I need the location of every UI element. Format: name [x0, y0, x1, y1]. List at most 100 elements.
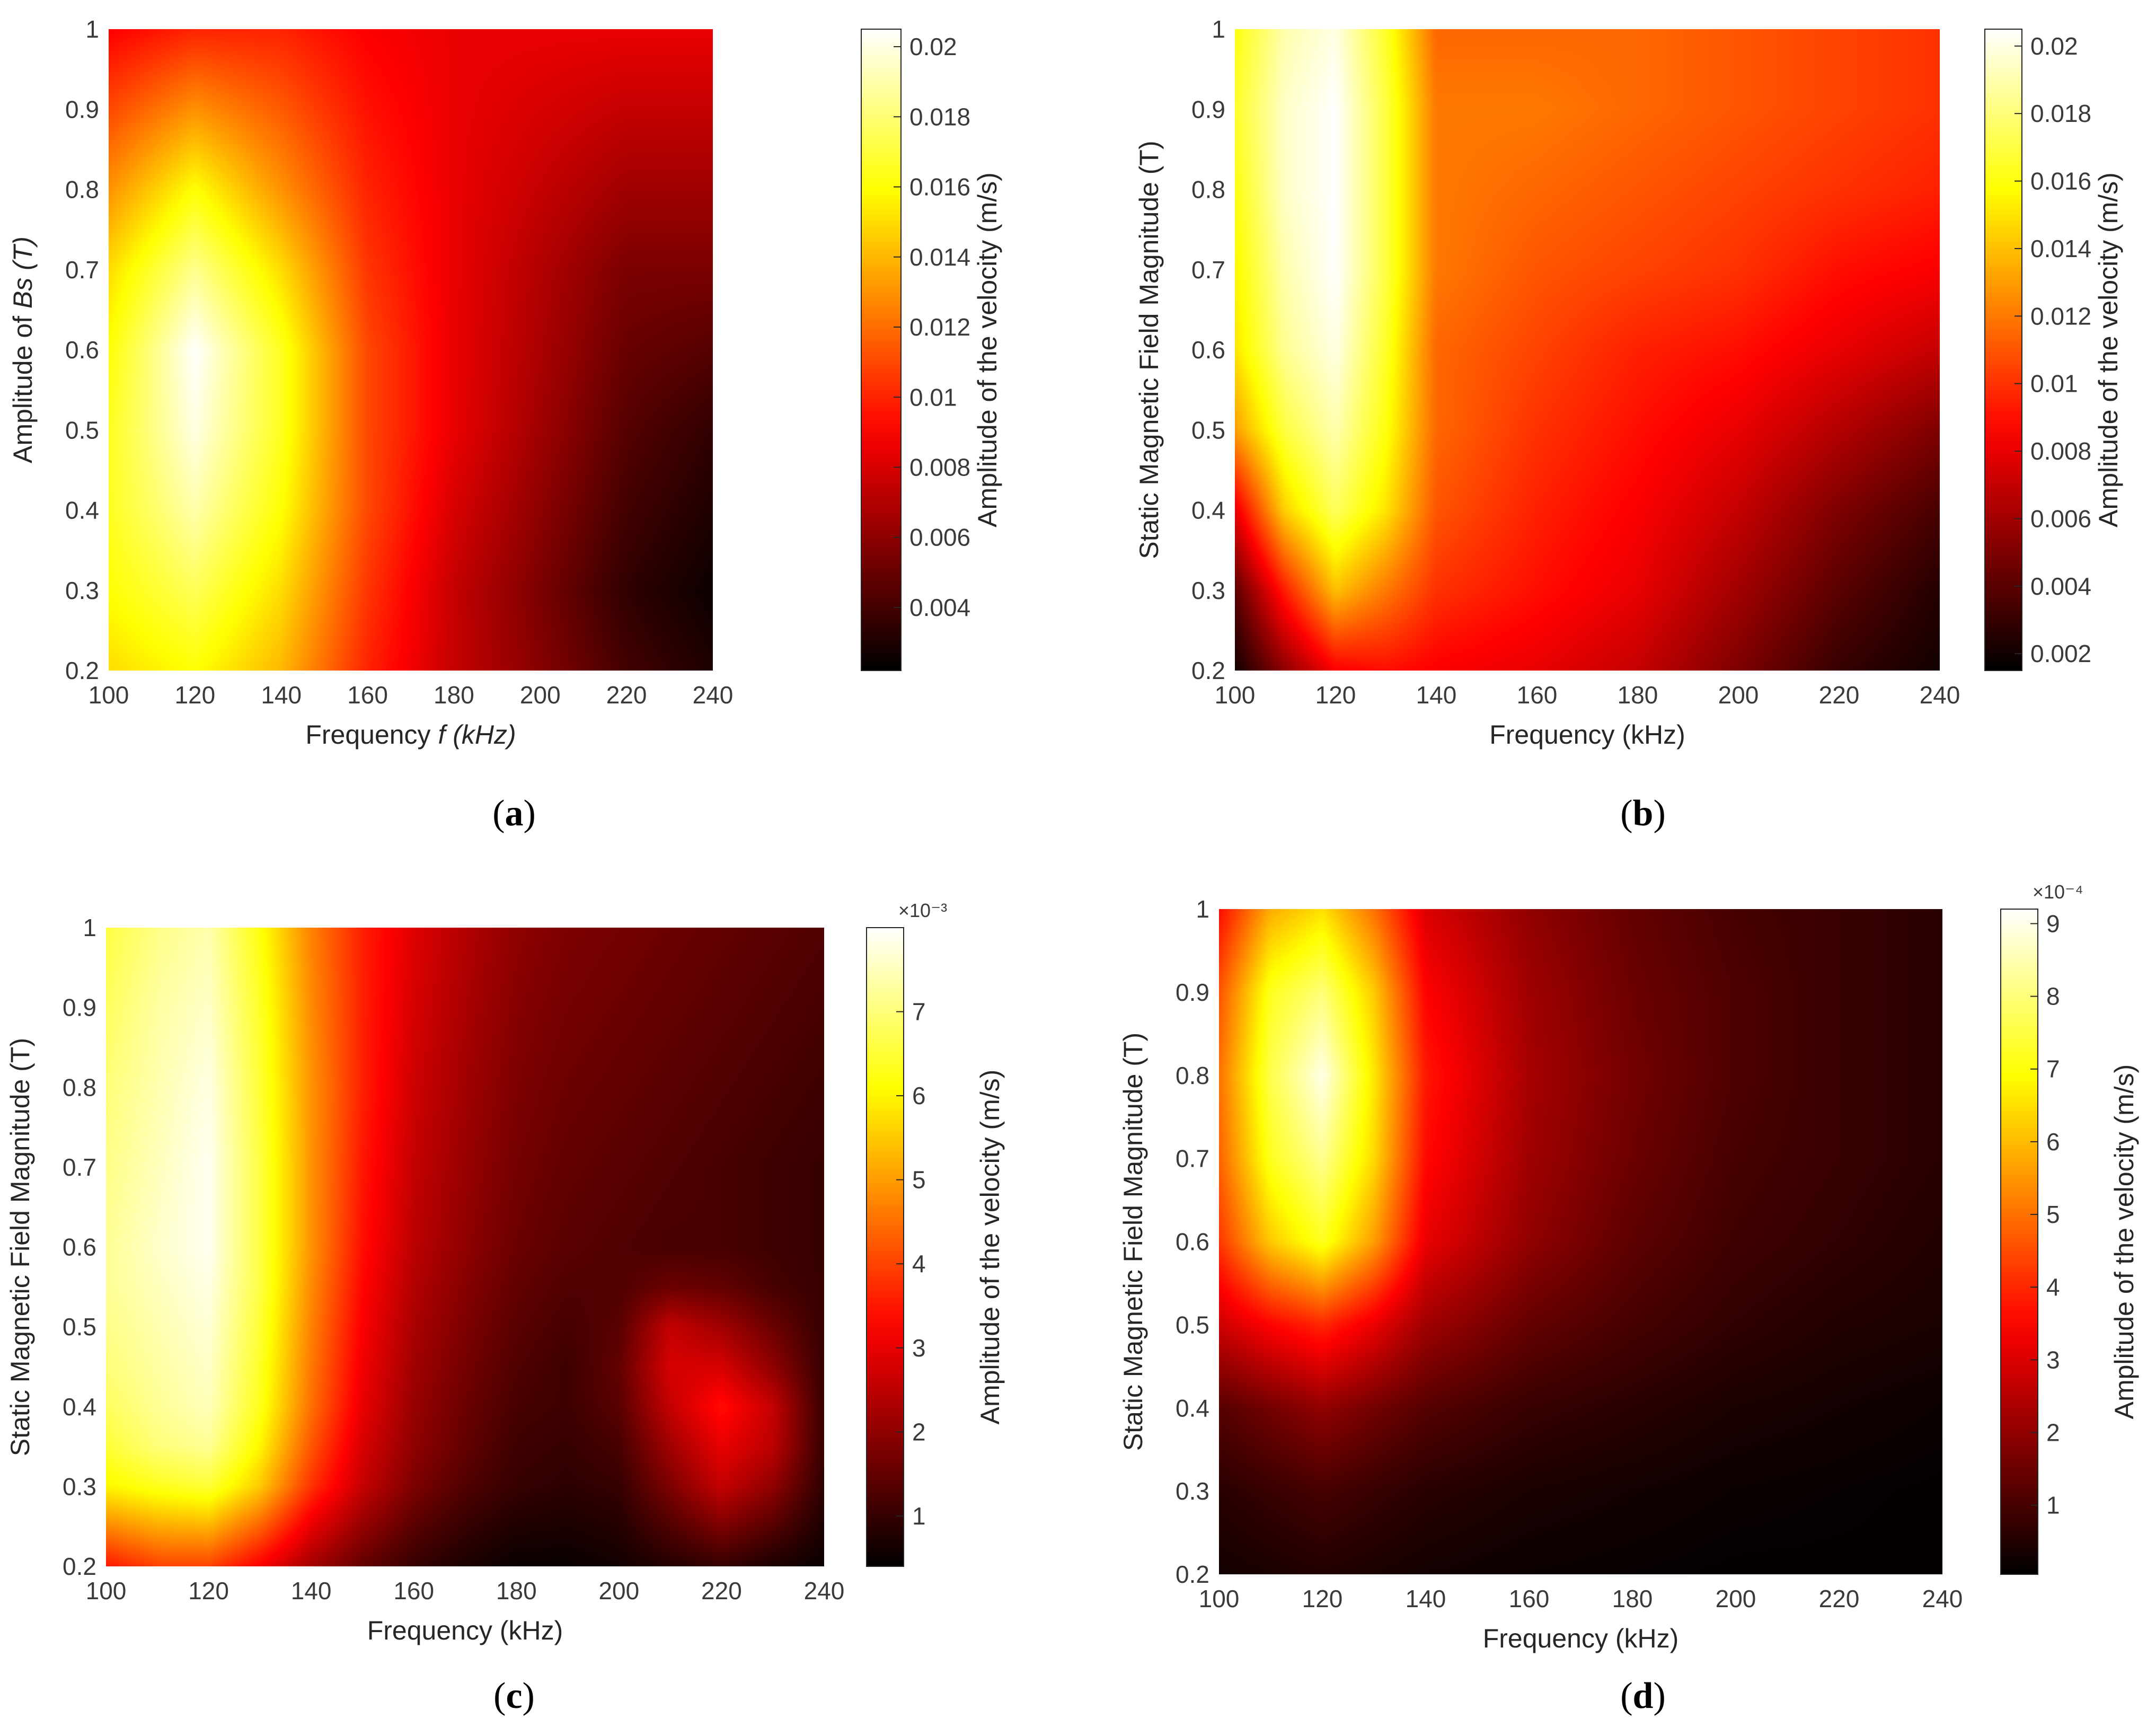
colorbar-tick-label: 0.008 [909, 454, 970, 481]
heatmap-chart-b: 100 120 140 160 180 200 220 240 0.2 0.3 0.4 0.5 0.6 0… [1134, 15, 2123, 750]
colorbar [861, 29, 902, 671]
y-tick-label: 0.2 [1176, 1561, 1209, 1588]
x-tick-label: 140 [1416, 681, 1457, 709]
colorbar-tick-label: 0.002 [2030, 640, 2091, 667]
colorbar-tick-label: 2 [2046, 1419, 2060, 1447]
caption-b: (b) [1620, 793, 1666, 834]
colorbar-tick-label: 0.016 [2030, 168, 2091, 195]
colorbar-tick-label: 1 [912, 1502, 926, 1530]
y-axis-label: Static Magnetic Field Magnitude (T) [1134, 140, 1164, 559]
y-tick-label: 0.2 [65, 657, 99, 684]
heatmap-surface [109, 29, 713, 671]
y-tick-label: 0.5 [65, 416, 99, 444]
y-tick-label: 0.8 [65, 176, 99, 204]
y-tick-label: 0.7 [63, 1153, 96, 1181]
colorbar-tick-label: 0.014 [2030, 235, 2091, 262]
x-axis-label: Frequency (kHz) [367, 1616, 563, 1645]
colorbar-tick-label: 0.02 [909, 33, 957, 60]
x-tick-label: 160 [347, 681, 388, 709]
y-tick-label: 0.9 [1176, 979, 1209, 1006]
colorbar-label: Amplitude of the velocity (m/s) [2109, 1064, 2139, 1420]
x-tick-label: 200 [598, 1577, 639, 1605]
heatmap-chart-d: 100 120 140 160 180 200 220 240 0.2 0.3 0.4 0.5 0.6 0… [1118, 881, 2139, 1653]
colorbar-tick-label: 0.004 [909, 594, 970, 621]
x-tick-label: 220 [1819, 1585, 1860, 1612]
colorbar [866, 927, 904, 1567]
x-tick-label: 240 [1920, 681, 1960, 709]
y-tick-label: 0.5 [63, 1313, 96, 1341]
y-tick-label: 0.6 [1176, 1228, 1209, 1256]
colorbar-tick-label: 0.018 [909, 103, 970, 130]
y-tick-label: 0.2 [1191, 657, 1225, 684]
colorbar-label: Amplitude of the velocity (m/s) [973, 172, 1002, 527]
colorbar-tick-label: 9 [2046, 910, 2060, 937]
colorbar-tick-label: 6 [2046, 1128, 2060, 1156]
x-tick-label: 240 [1922, 1585, 1963, 1612]
x-tick-label: 180 [1618, 681, 1658, 709]
colorbar-exponent: ×10⁻⁴ [2033, 881, 2083, 903]
y-tick-label: 0.6 [65, 336, 99, 364]
x-tick-label: 160 [1509, 1585, 1550, 1612]
colorbar-tick-label: 0.014 [909, 243, 970, 271]
panel-d: 100 120 140 160 180 200 220 240 0.2 0.3 0.4 0.5 0.6 0… [1076, 869, 2146, 1733]
x-tick-label: 220 [1819, 681, 1860, 709]
caption-d: (d) [1620, 1676, 1666, 1716]
y-tick-label: 0.3 [1176, 1477, 1209, 1505]
y-tick-label: 0.3 [63, 1473, 96, 1500]
colorbar-label: Amplitude of the velocity (m/s) [2093, 172, 2123, 527]
y-tick-label: 1 [1196, 895, 1209, 923]
heatmap-chart-a: 100 120 140 160 180 200 220 240 0.2 0.3 0.4 0.5 0.6 0… [8, 15, 1002, 750]
colorbar-tick-label: 0.012 [909, 313, 970, 341]
x-tick-label: 200 [1718, 681, 1759, 709]
x-tick-label: 220 [606, 681, 647, 709]
x-tick-label: 100 [1215, 681, 1256, 709]
colorbar-tick-label: 0.016 [909, 173, 970, 201]
x-tick-label: 140 [261, 681, 302, 709]
colorbar-tick-label: 3 [2046, 1346, 2060, 1373]
y-tick-label: 0.6 [63, 1233, 96, 1261]
y-tick-label: 0.8 [63, 1073, 96, 1101]
colorbar-tick-label: 4 [912, 1250, 926, 1277]
x-tick-label: 200 [520, 681, 561, 709]
y-tick-label: 0.3 [1191, 577, 1225, 604]
colorbar-exponent: ×10⁻³ [898, 900, 947, 921]
x-tick-label: 160 [1517, 681, 1558, 709]
x-axis-label: Frequency (kHz) [1489, 720, 1685, 750]
colorbar-tick-label: 0.012 [2030, 302, 2091, 330]
x-tick-label: 160 [393, 1577, 434, 1605]
y-tick-label: 1 [1212, 15, 1225, 43]
heatmap-surface [1219, 909, 1942, 1574]
colorbar-tick-label: 8 [2046, 983, 2060, 1010]
y-tick-label: 0.9 [63, 994, 96, 1021]
colorbar-tick-label: 0.006 [909, 524, 970, 551]
colorbar-tick-label: 0.018 [2030, 100, 2091, 127]
x-tick-label: 200 [1716, 1585, 1756, 1612]
y-tick-label: 0.4 [63, 1393, 96, 1421]
y-tick-label: 0.4 [1176, 1394, 1209, 1422]
panel-c: 100 120 140 160 180 200 220 240 0.2 0.3 0.4 0.5 0.6 0… [0, 869, 1071, 1733]
y-tick-label: 0.4 [1191, 497, 1225, 524]
colorbar-tick-label: 7 [2046, 1055, 2060, 1083]
x-tick-label: 120 [174, 681, 215, 709]
x-tick-label: 240 [804, 1577, 845, 1605]
y-tick-label: 0.5 [1176, 1311, 1209, 1338]
x-tick-label: 180 [1612, 1585, 1653, 1612]
colorbar-tick-label: 5 [2046, 1201, 2060, 1228]
x-tick-label: 180 [496, 1577, 537, 1605]
y-tick-label: 0.7 [1191, 256, 1225, 284]
y-axis-label: Amplitude of Bs (T) [8, 236, 38, 463]
y-tick-label: 0.6 [1191, 336, 1225, 364]
y-tick-label: 0.8 [1191, 176, 1225, 204]
x-tick-label: 100 [89, 681, 129, 709]
x-tick-label: 140 [291, 1577, 332, 1605]
colorbar-tick-label: 3 [912, 1334, 926, 1362]
colorbar-tick-label: 0.004 [2030, 572, 2091, 600]
y-tick-label: 0.9 [1191, 95, 1225, 123]
colorbar-tick-label: 6 [912, 1082, 926, 1109]
y-axis-label: Static Magnetic Field Magnitude (T) [1118, 1033, 1148, 1451]
caption-c: (c) [493, 1676, 535, 1716]
colorbar-tick-label: 5 [912, 1166, 926, 1194]
y-tick-label: 0.2 [63, 1553, 96, 1580]
panel-b: 100 120 140 160 180 200 220 240 0.2 0.3 0.4 0.5 0.6 0… [1076, 0, 2146, 864]
colorbar-tick-label: 0.01 [2030, 370, 2078, 398]
